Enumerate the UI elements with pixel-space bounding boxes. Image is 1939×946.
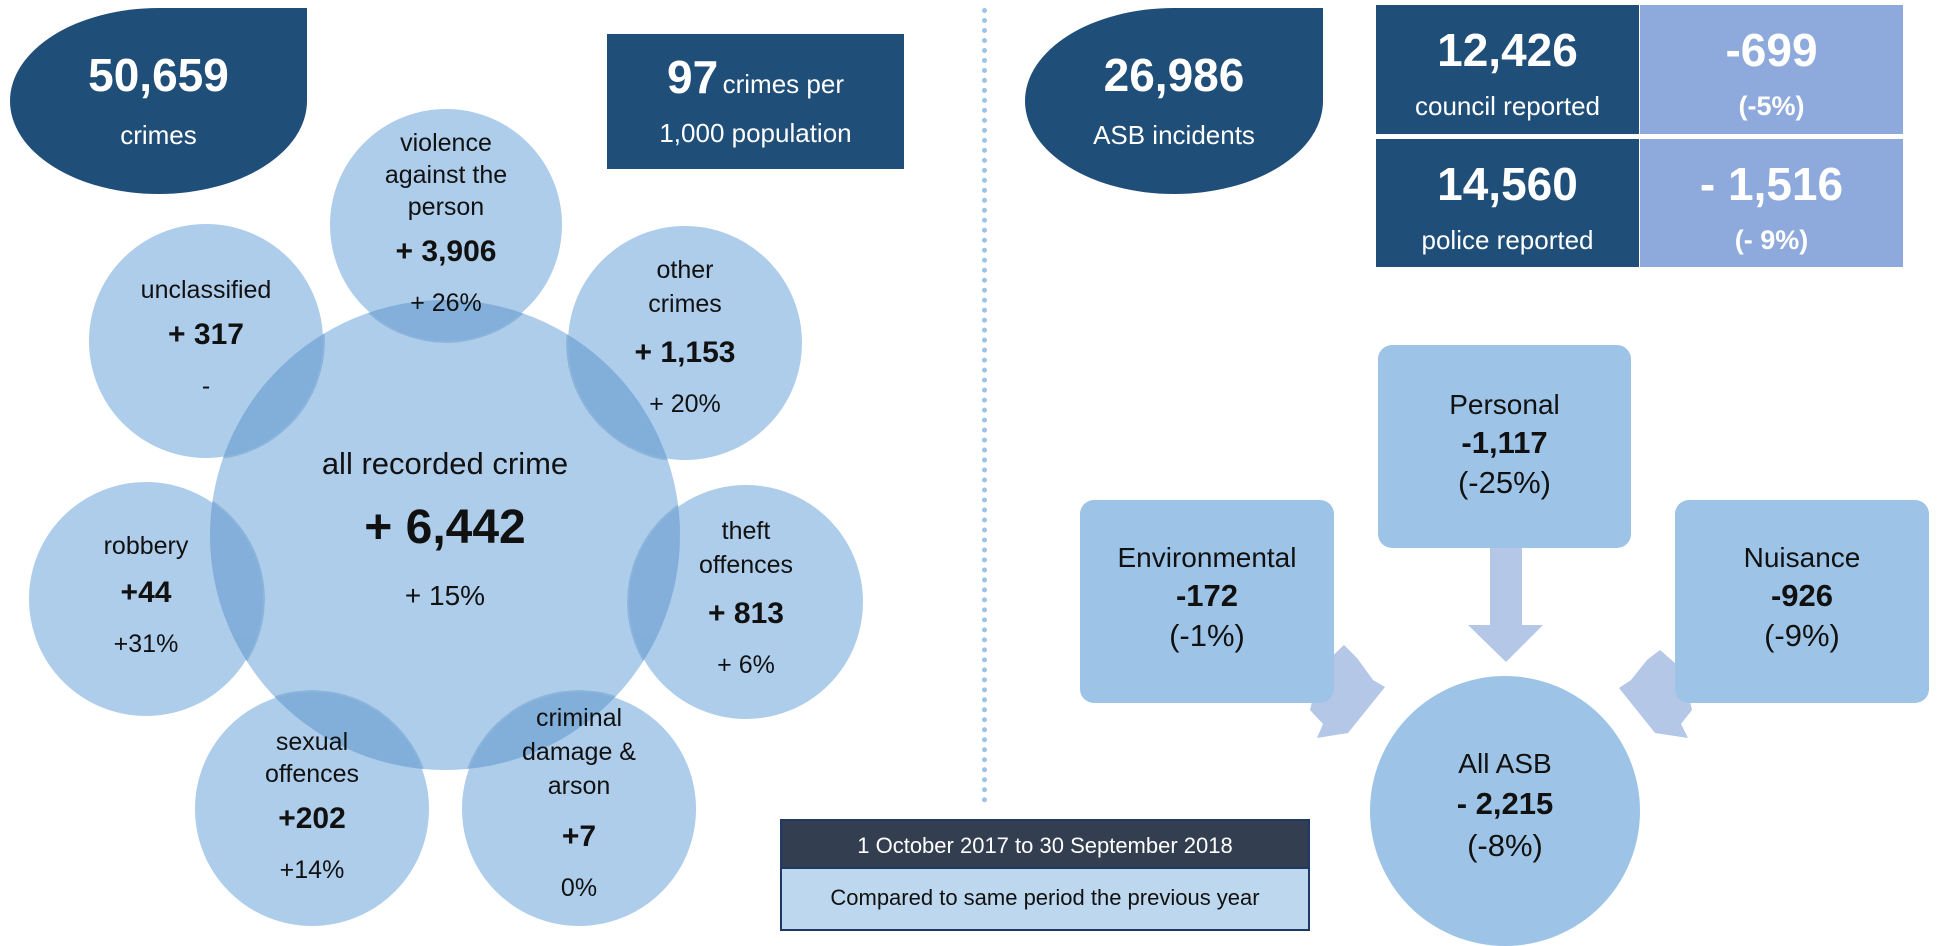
robbery-line1: robbery [103, 532, 189, 560]
nuisance-change: -926 [1770, 578, 1834, 613]
council-box: 12,426 council reported [1376, 5, 1639, 134]
violence-text: violence against the person + 3,906 + 26… [328, 107, 564, 343]
robbery-text: robbery +44 +31% [27, 480, 265, 718]
crime-rate-box: 97 crimes per 1,000 population [607, 34, 904, 169]
police-change: - 1,516 [1699, 158, 1844, 210]
environmental-change: -172 [1175, 578, 1239, 613]
theft-text: theft offences + 813 + 6% [627, 483, 865, 721]
period-dates-box: 1 October 2017 to 30 September 2018 [780, 819, 1310, 869]
period-compare: Compared to same period the previous yea… [830, 885, 1260, 910]
section-divider [982, 8, 987, 803]
police-value: 14,560 [1437, 158, 1578, 210]
damage-line3: arson [547, 772, 611, 800]
other-change: + 1,153 [634, 336, 736, 369]
violence-pct: + 26% [410, 289, 482, 317]
police-label: police reported [1421, 225, 1594, 255]
damage-pct: 0% [560, 874, 598, 902]
council-label: council reported [1415, 91, 1600, 121]
crime-rate-unit2: 1,000 population [659, 118, 852, 148]
period-dates: 1 October 2017 to 30 September 2018 [857, 833, 1233, 858]
all-crime-pct: + 15% [404, 580, 486, 611]
unclassified-line1: unclassified [140, 276, 272, 304]
all-asb-pct: (-8%) [1467, 828, 1543, 863]
other-crimes-text: other crimes + 1,153 + 20% [566, 224, 804, 462]
environmental-pct: (-1%) [1169, 618, 1245, 653]
total-crimes-blob: 50,659 crimes [10, 8, 307, 194]
damage-line2: damage & [522, 738, 636, 766]
other-pct: + 20% [649, 390, 721, 418]
council-pct: (-5%) [1738, 91, 1805, 121]
theft-change: + 813 [708, 597, 784, 630]
violence-line3: person [407, 193, 485, 221]
council-value: 12,426 [1437, 24, 1578, 76]
council-change: -699 [1725, 24, 1818, 76]
arrow-personal-down [1468, 548, 1543, 662]
police-box: 14,560 police reported [1376, 139, 1639, 267]
damage-text: criminal damage & arson +7 0% [460, 690, 698, 928]
damage-change: +7 [561, 820, 597, 853]
sexual-text: sexual offences +202 +14% [193, 690, 431, 928]
other-line2: crimes [648, 290, 722, 318]
theft-line1: theft [721, 517, 771, 545]
personal-change: -1,117 [1461, 425, 1548, 460]
damage-line1: criminal [535, 704, 623, 732]
theft-line2: offences [698, 551, 794, 579]
asb-personal-box: Personal -1,117 (-25%) [1378, 345, 1631, 548]
theft-pct: + 6% [717, 651, 775, 679]
nuisance-pct: (-9%) [1764, 618, 1840, 653]
environmental-label: Environmental [1117, 542, 1297, 573]
crime-rate-value: 97 [667, 51, 719, 103]
all-crime-label: all recorded crime [321, 446, 569, 481]
sexual-line1: sexual [275, 728, 349, 756]
sexual-line2: offences [264, 760, 360, 788]
all-crime-text: all recorded crime + 6,442 + 15% [210, 300, 680, 770]
unclassified-change: + 317 [168, 318, 244, 351]
all-asb-change: - 2,215 [1456, 786, 1554, 821]
council-change-box: -699 (-5%) [1640, 5, 1903, 134]
unclassified-text: unclassified + 317 - [87, 222, 325, 460]
unclassified-pct: - [201, 372, 211, 400]
asb-total-blob: 26,986 ASB incidents [1025, 8, 1323, 194]
violence-line1: violence [400, 129, 492, 157]
asb-environmental-box: Environmental -172 (-1%) [1080, 500, 1334, 703]
sexual-change: +202 [278, 802, 346, 835]
crime-rate-unit: crimes per [722, 69, 844, 99]
asb-total-label: ASB incidents [1093, 120, 1255, 150]
violence-change: + 3,906 [395, 235, 497, 268]
total-crimes-value: 50,659 [88, 49, 229, 101]
arrow-nuisance [1619, 650, 1692, 738]
all-asb-label: All ASB [1458, 748, 1552, 779]
robbery-change: +44 [120, 576, 172, 609]
all-crime-change: + 6,442 [364, 501, 526, 554]
robbery-pct: +31% [113, 630, 179, 658]
total-crimes-label: crimes [120, 120, 197, 150]
asb-total-value: 26,986 [1103, 49, 1245, 101]
all-asb-circle: All ASB - 2,215 (-8%) [1370, 676, 1640, 946]
police-change-box: - 1,516 (- 9%) [1640, 139, 1903, 267]
personal-pct: (-25%) [1457, 465, 1551, 500]
police-pct: (- 9%) [1734, 225, 1809, 255]
sexual-pct: +14% [279, 856, 345, 884]
period-compare-box: Compared to same period the previous yea… [780, 869, 1310, 931]
other-line1: other [656, 256, 714, 284]
violence-line2: against the [384, 161, 508, 189]
nuisance-label: Nuisance [1743, 542, 1861, 573]
asb-nuisance-box: Nuisance -926 (-9%) [1675, 500, 1929, 703]
personal-label: Personal [1449, 389, 1560, 420]
